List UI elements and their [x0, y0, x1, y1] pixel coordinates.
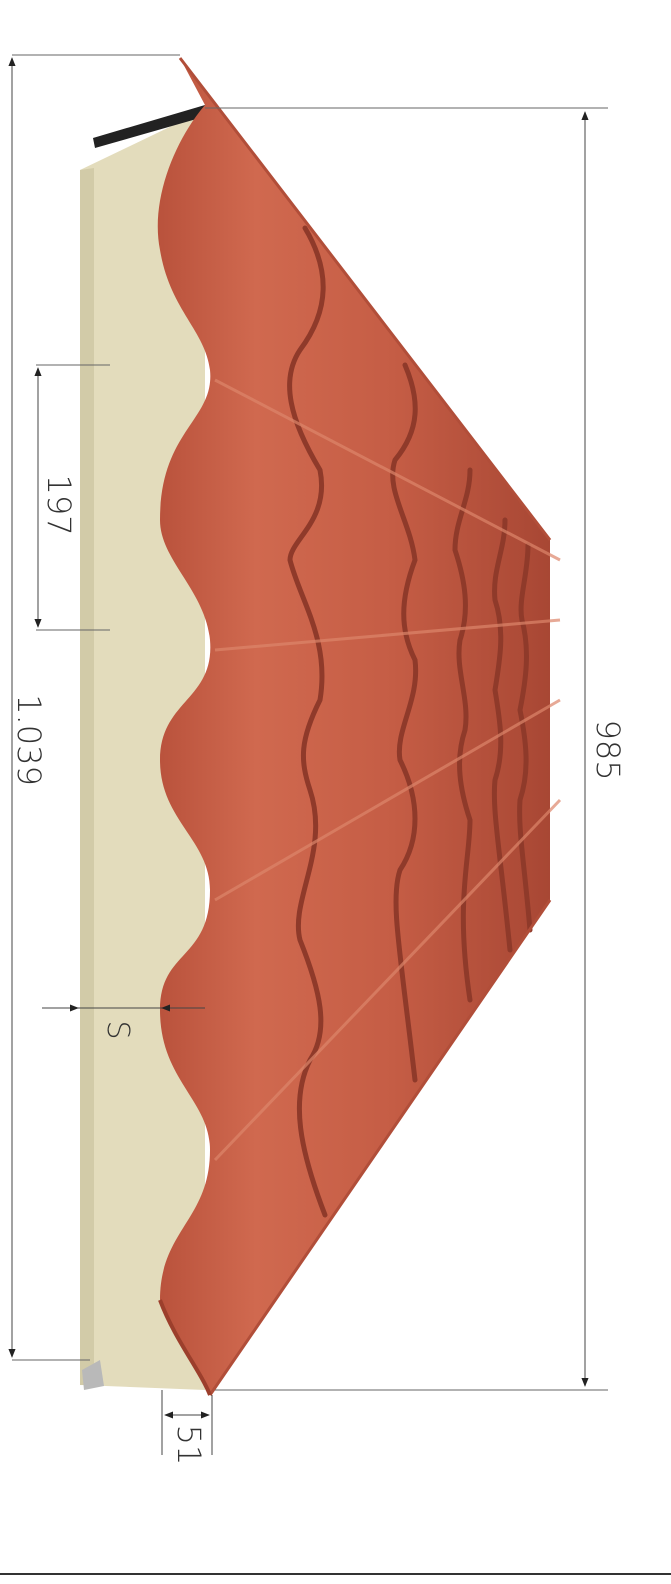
tile-bottom-edge	[158, 1299, 212, 1396]
dimension-tile-pitch	[34, 364, 110, 631]
tile-highlights	[213, 378, 562, 1162]
bottom-clip	[82, 1360, 104, 1390]
cover-width-label: 985	[589, 719, 627, 780]
tile-step-lines	[287, 225, 533, 1218]
dimension-overlap	[161, 1390, 213, 1455]
dimension-total-width	[8, 54, 180, 1361]
tile-pitch-label: 197	[40, 474, 78, 535]
foam-core	[80, 110, 205, 1390]
overlap-label: 51	[170, 1425, 208, 1466]
bottom-rule	[0, 1573, 671, 1575]
total-width-label: 1.039	[10, 694, 48, 786]
tile-outer-edge	[178, 57, 552, 1396]
dimension-cover-width	[205, 107, 608, 1391]
foam-edge-shadow	[80, 168, 94, 1385]
thickness-label: S	[100, 1020, 135, 1039]
seal-strip	[93, 105, 207, 148]
tile-sheet	[157, 58, 550, 1395]
